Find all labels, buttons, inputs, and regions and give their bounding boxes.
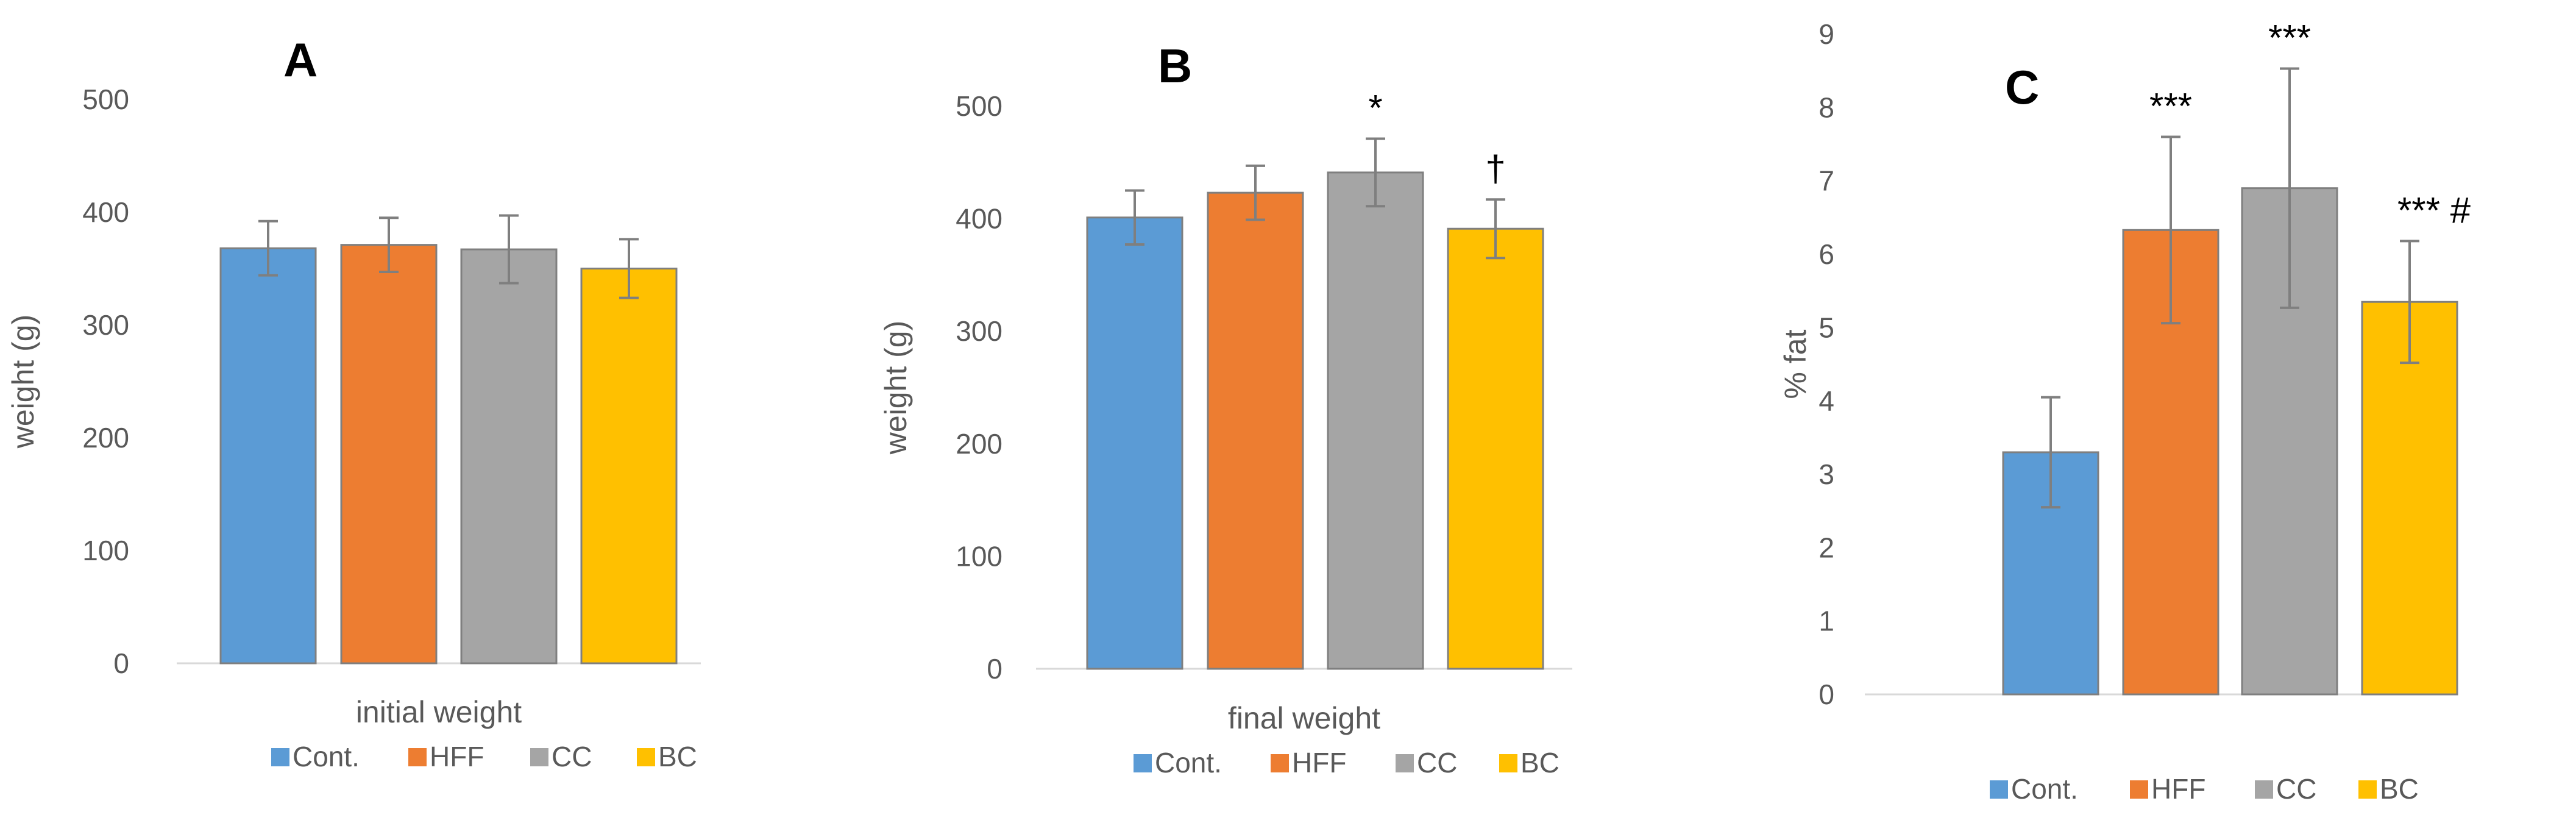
y-tick-label: 0 <box>1818 679 1834 710</box>
error-bar <box>1366 137 1385 208</box>
y-tick-label: 200 <box>82 422 129 454</box>
panel-label: B <box>1158 39 1192 93</box>
bar-bc <box>580 268 678 665</box>
y-tick-label: 5 <box>1818 312 1834 343</box>
y-tick-label: 1 <box>1818 605 1834 637</box>
y-tick-label: 7 <box>1818 165 1834 197</box>
legend-label: Cont. <box>1155 747 1222 779</box>
error-bar <box>2280 67 2299 309</box>
panel-label: A <box>283 33 318 87</box>
legend-label: Cont. <box>293 741 360 772</box>
legend-label: HFF <box>2151 773 2205 805</box>
y-tick-label: 0 <box>113 647 129 679</box>
legend-label: CC <box>552 741 592 772</box>
y-tick-label: 3 <box>1818 458 1834 490</box>
legend-swatch <box>271 748 289 766</box>
error-bar <box>619 238 639 299</box>
legend-swatch <box>530 748 548 766</box>
bar-cont <box>219 247 317 665</box>
bar-cont <box>1086 216 1183 670</box>
legend-label: HFF <box>430 741 484 772</box>
y-tick-label: 300 <box>82 309 129 341</box>
legend-label: CC <box>2276 773 2316 805</box>
error-bar <box>499 214 519 285</box>
legend-swatch <box>1396 754 1414 772</box>
significance-marker: *** <box>2149 85 2192 126</box>
panel-label: C <box>2005 60 2039 114</box>
legend-swatch <box>637 748 655 766</box>
legend-label: Cont. <box>2011 773 2078 805</box>
chart-panel-c: 0 1 2 3 4 5 6 7 8 9 *** *** *** # C % fat Cont. HFF CC BC <box>1778 18 2471 805</box>
y-axis-title: weight (g) <box>6 315 40 449</box>
legend-label: BC <box>1520 747 1559 779</box>
y-tick-label: 2 <box>1818 532 1834 563</box>
bar-cc <box>1327 171 1424 670</box>
legend: Cont. HFF CC BC <box>271 741 697 772</box>
y-axis-title: % fat <box>1778 329 1812 399</box>
y-tick-label: 8 <box>1818 91 1834 123</box>
error-bar <box>258 219 278 277</box>
legend-swatch <box>1271 754 1289 772</box>
y-axis-title: weight (g) <box>879 321 913 455</box>
error-bar <box>379 216 399 274</box>
x-axis-title: initial weight <box>356 695 522 729</box>
y-tick-label: 200 <box>956 428 1002 460</box>
legend-swatch <box>2255 780 2273 799</box>
bar-hff <box>340 244 438 665</box>
legend-swatch <box>1499 754 1517 772</box>
y-tick-label: 300 <box>956 315 1002 347</box>
legend: Cont. HFF CC BC <box>1990 773 2419 805</box>
y-tick-label: 9 <box>1818 18 1834 50</box>
error-bar <box>1486 198 1505 260</box>
legend: Cont. HFF CC BC <box>1134 747 1559 779</box>
error-bar <box>2041 396 2060 509</box>
y-tick-label: 400 <box>82 196 129 228</box>
legend-label: BC <box>2380 773 2419 805</box>
y-tick-label: 500 <box>82 84 129 115</box>
error-bar <box>1246 164 1265 221</box>
significance-marker: *** <box>2268 18 2311 59</box>
legend-swatch <box>2358 780 2377 799</box>
legend-swatch <box>1134 754 1152 772</box>
error-bar <box>1125 189 1144 246</box>
x-axis-title: final weight <box>1228 701 1380 735</box>
y-tick-label: 400 <box>956 203 1002 235</box>
legend-label: HFF <box>1292 747 1346 779</box>
y-tick-label: 4 <box>1818 385 1834 417</box>
bar-cc <box>460 248 558 665</box>
legend-swatch <box>1990 780 2008 799</box>
legend-swatch <box>408 748 427 766</box>
y-tick-label: 6 <box>1818 238 1834 270</box>
significance-marker: † <box>1485 148 1505 189</box>
legend-label: BC <box>658 741 697 772</box>
y-tick-label: 100 <box>82 535 129 566</box>
error-bar <box>2400 240 2419 365</box>
bar-hff <box>1207 191 1304 670</box>
y-tick-label: 500 <box>956 90 1002 122</box>
legend-label: CC <box>1417 747 1457 779</box>
bar-bc <box>2361 301 2458 696</box>
error-bar <box>2161 135 2180 325</box>
y-tick-label: 100 <box>956 540 1002 572</box>
significance-marker: *** # <box>2397 190 2471 230</box>
legend-swatch <box>2130 780 2148 799</box>
y-tick-label: 0 <box>987 653 1002 685</box>
bar-bc <box>1447 227 1544 670</box>
significance-marker: * <box>1368 88 1382 129</box>
